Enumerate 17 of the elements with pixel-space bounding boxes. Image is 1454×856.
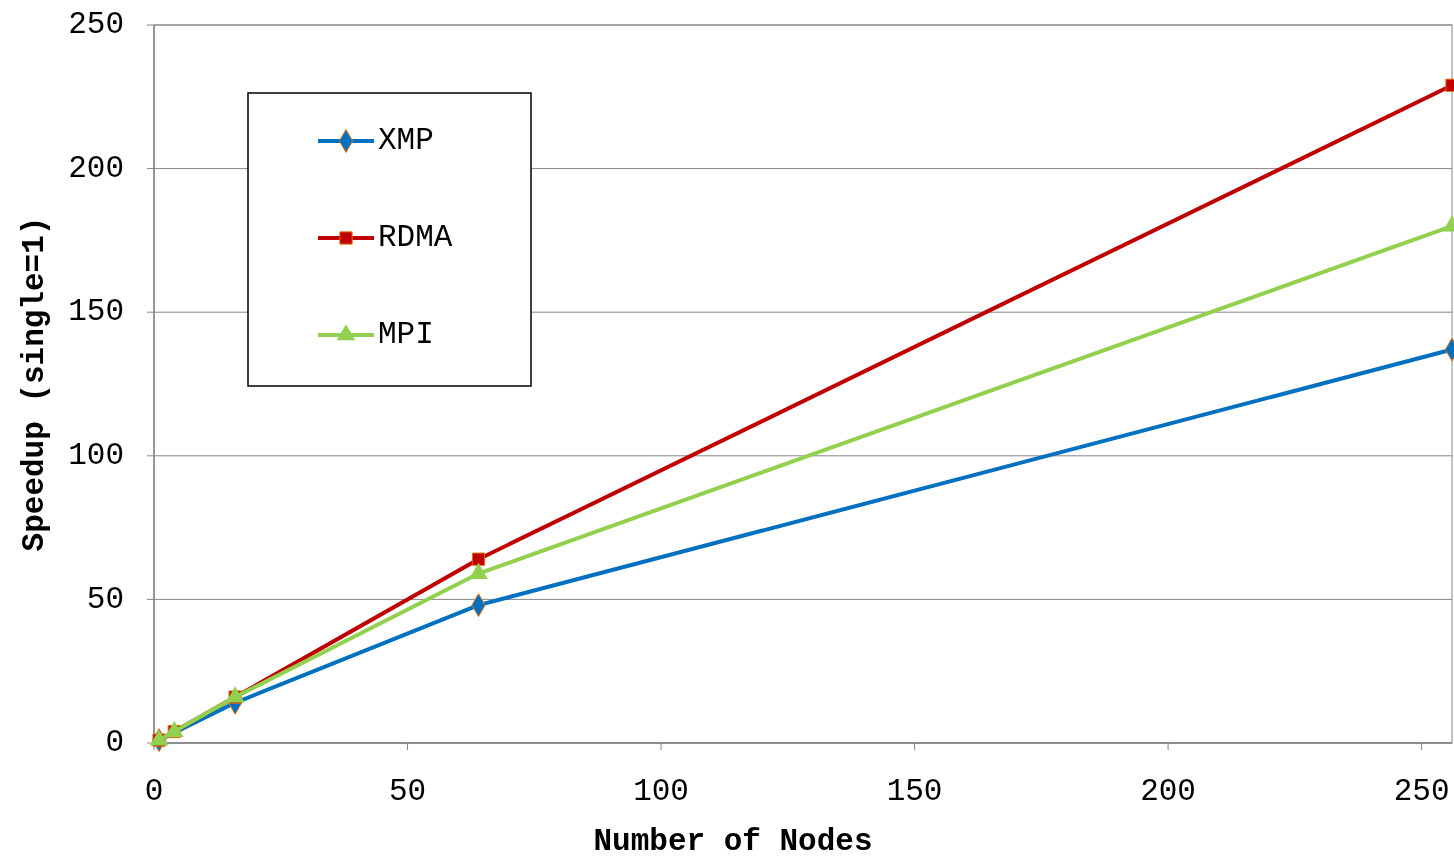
y-tick-label: 0 xyxy=(105,725,124,761)
y-axis-title: Speedup (single=1) xyxy=(17,216,52,552)
x-tick-label: 0 xyxy=(144,774,164,809)
x-tick-label: 200 xyxy=(1140,774,1196,809)
x-tick-label: 250 xyxy=(1393,774,1450,809)
y-tick-label: 250 xyxy=(68,7,124,43)
x-tick-label: 150 xyxy=(886,774,943,809)
y-tick-label: 200 xyxy=(68,150,124,186)
x-axis-title: Number of Nodes xyxy=(593,824,873,856)
x-tick-label: 50 xyxy=(388,774,427,809)
y-tick-label: 50 xyxy=(86,581,124,617)
x-tick-label: 100 xyxy=(633,774,689,809)
y-tick-label: 100 xyxy=(68,437,124,473)
legend-label: RDMA xyxy=(378,220,453,256)
y-tick-label: 150 xyxy=(68,294,124,330)
legend-label: XMP xyxy=(378,123,434,159)
legend-label: MPI xyxy=(378,317,434,353)
